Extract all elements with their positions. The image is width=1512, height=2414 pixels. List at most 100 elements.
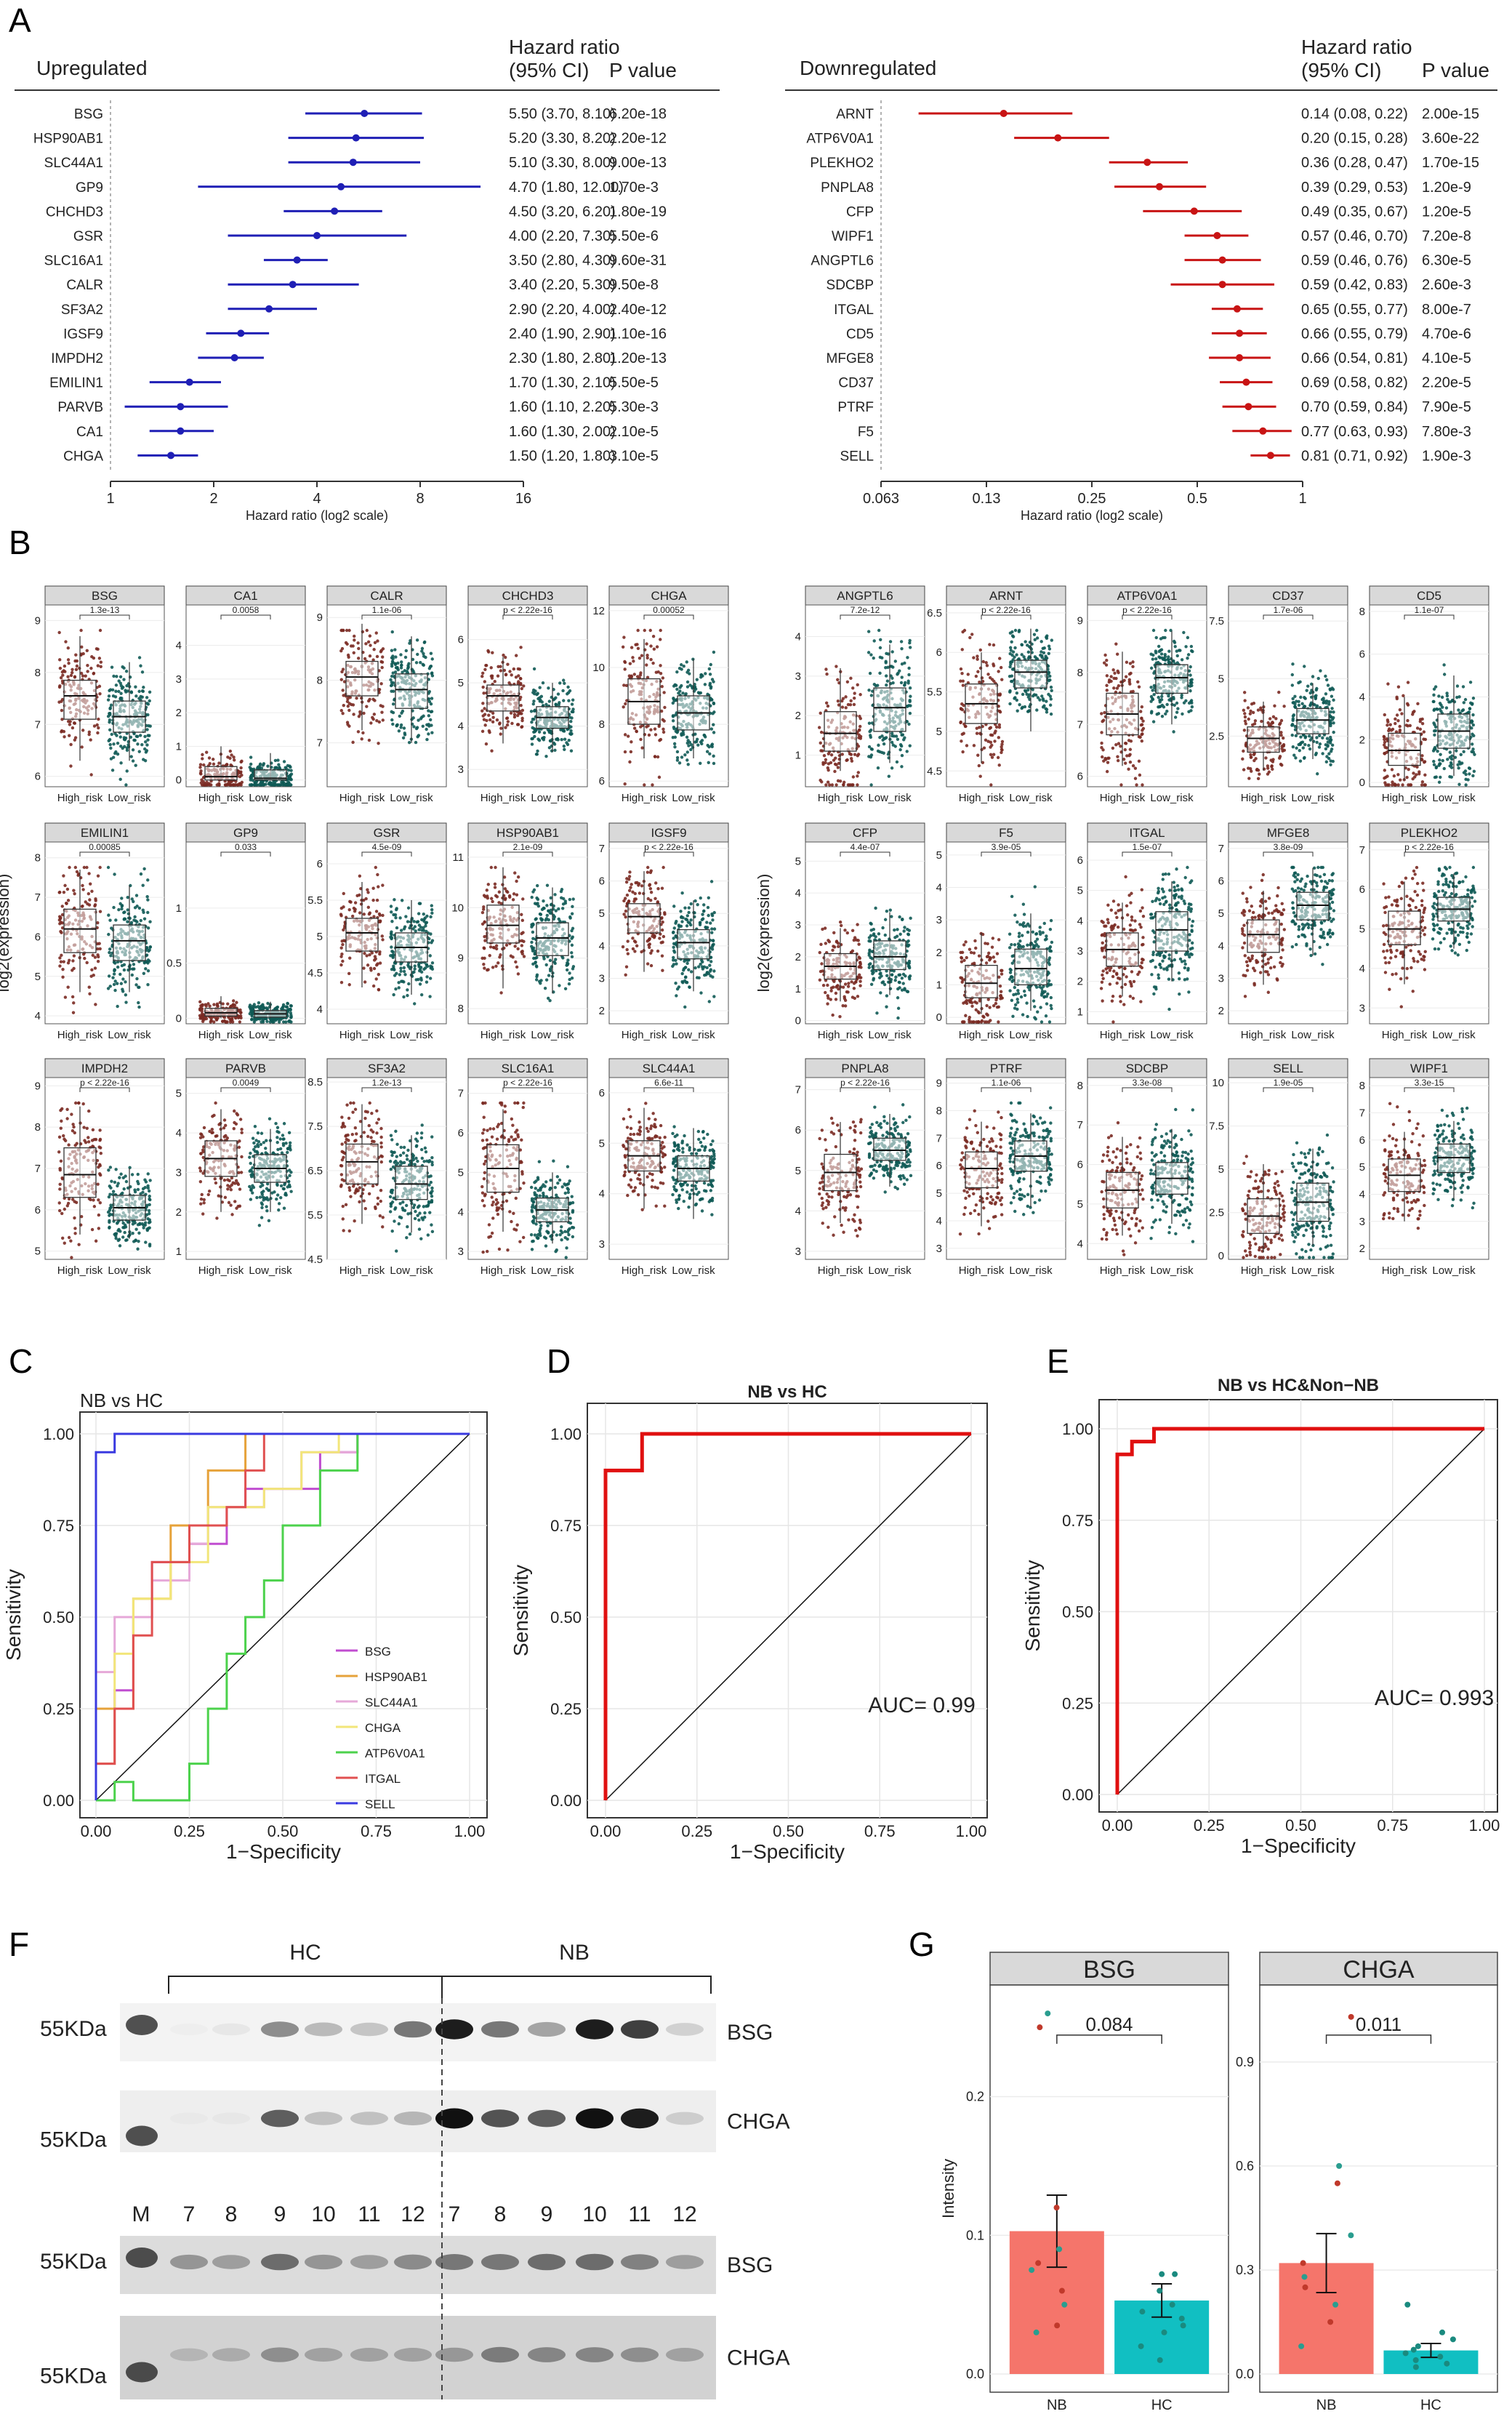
data-point bbox=[339, 1184, 343, 1188]
data-point bbox=[341, 1217, 345, 1221]
data-point bbox=[425, 737, 429, 742]
hr-text: 0.36 (0.28, 0.47) bbox=[1301, 155, 1408, 171]
data-point bbox=[632, 726, 637, 730]
data-point bbox=[214, 1181, 218, 1185]
data-point bbox=[128, 916, 132, 921]
data-point bbox=[344, 1140, 347, 1144]
data-point bbox=[229, 1188, 233, 1192]
y-tick-label: 3 bbox=[599, 973, 605, 985]
data-point bbox=[494, 964, 498, 969]
data-point bbox=[201, 1155, 205, 1160]
y-tick-label: 7 bbox=[35, 1163, 41, 1175]
gene-label: ITGAL bbox=[834, 302, 874, 318]
data-point bbox=[569, 729, 573, 733]
data-point bbox=[649, 644, 653, 648]
data-point bbox=[378, 920, 382, 924]
data-point bbox=[680, 755, 684, 759]
data-point bbox=[548, 911, 552, 915]
data-point bbox=[64, 640, 68, 643]
data-point bbox=[268, 1020, 272, 1024]
p-value: 1.70e-15 bbox=[1422, 155, 1479, 171]
x-tick-label: 2 bbox=[209, 491, 217, 507]
data-point bbox=[660, 916, 664, 920]
data-point bbox=[342, 939, 346, 942]
data-point bbox=[73, 1232, 77, 1235]
data-point bbox=[422, 651, 425, 656]
data-point bbox=[353, 1219, 356, 1223]
y-tick-label: 3 bbox=[176, 1166, 182, 1179]
data-point bbox=[65, 1204, 70, 1208]
data-point bbox=[71, 667, 74, 672]
data-point bbox=[704, 926, 707, 929]
x-category-label: Low_risk bbox=[390, 1029, 433, 1041]
data-point bbox=[145, 743, 149, 747]
p-value-label: 4.5e-09 bbox=[372, 842, 402, 852]
data-point bbox=[121, 686, 125, 689]
y-tick-label: 0 bbox=[176, 1012, 182, 1024]
y-tick-label: 0 bbox=[176, 774, 182, 787]
data-point bbox=[225, 1136, 229, 1140]
data-point bbox=[430, 941, 433, 945]
data-point bbox=[539, 694, 544, 699]
data-point bbox=[422, 926, 425, 930]
data-point bbox=[417, 963, 421, 967]
data-point bbox=[662, 865, 665, 870]
data-point bbox=[624, 965, 629, 969]
data-point bbox=[113, 873, 116, 876]
data-point bbox=[430, 961, 435, 965]
data-point bbox=[114, 689, 118, 693]
data-point bbox=[520, 931, 523, 936]
data-point bbox=[137, 750, 141, 753]
panel-label-g: G bbox=[909, 1925, 935, 1963]
data-point bbox=[231, 999, 236, 1003]
data-point bbox=[379, 1160, 383, 1164]
data-point bbox=[522, 684, 526, 688]
data-point bbox=[226, 1187, 230, 1191]
data-point bbox=[248, 1003, 252, 1007]
data-point bbox=[391, 722, 395, 726]
data-point bbox=[381, 655, 385, 659]
data-point bbox=[377, 720, 381, 724]
data-point bbox=[345, 642, 349, 646]
data-point bbox=[89, 773, 93, 777]
gene-label: ANGPTL6 bbox=[811, 254, 874, 269]
data-point bbox=[535, 883, 539, 888]
x-category-label: Low_risk bbox=[108, 792, 151, 804]
data-point bbox=[399, 660, 403, 664]
data-point bbox=[82, 1126, 86, 1129]
y-tick-label: 6 bbox=[35, 931, 41, 943]
data-point bbox=[145, 696, 149, 699]
iqr-box bbox=[345, 918, 379, 952]
data-point bbox=[392, 993, 395, 997]
data-point bbox=[368, 697, 371, 701]
data-point bbox=[113, 751, 117, 755]
hr-point bbox=[230, 354, 238, 361]
data-point bbox=[430, 904, 433, 907]
data-point bbox=[648, 886, 653, 891]
data-point bbox=[134, 685, 137, 689]
p-value: 7.90e-5 bbox=[1422, 399, 1471, 415]
data-point bbox=[570, 943, 574, 947]
data-point bbox=[142, 971, 146, 976]
data-point bbox=[86, 663, 89, 667]
data-point bbox=[217, 783, 221, 787]
data-point bbox=[699, 896, 702, 900]
data-point bbox=[148, 1243, 152, 1246]
data-point bbox=[215, 1216, 219, 1220]
data-point bbox=[502, 653, 505, 657]
data-point bbox=[565, 963, 568, 967]
data-point bbox=[240, 1131, 244, 1135]
data-point bbox=[137, 689, 141, 694]
data-point bbox=[66, 719, 71, 723]
hr-text: 0.49 (0.35, 0.67) bbox=[1301, 204, 1408, 220]
data-point bbox=[516, 947, 520, 951]
data-point bbox=[712, 761, 716, 766]
data-point bbox=[636, 628, 640, 633]
data-point bbox=[281, 1020, 286, 1024]
data-point bbox=[555, 737, 560, 741]
data-point bbox=[201, 1135, 205, 1139]
data-point bbox=[368, 634, 372, 638]
data-point bbox=[63, 1207, 67, 1211]
x-category-label: Low_risk bbox=[390, 792, 433, 804]
